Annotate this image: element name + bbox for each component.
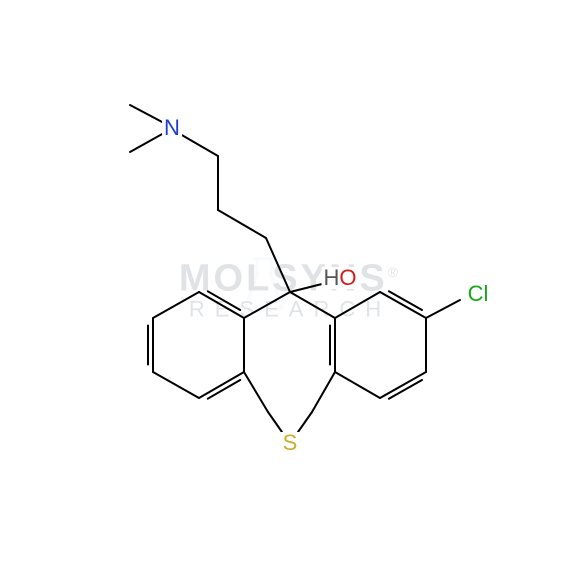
chemical-structure <box>0 0 580 580</box>
atom-label: N <box>162 117 182 139</box>
atom-label: HO <box>321 267 358 289</box>
atom-label: S <box>281 432 300 454</box>
atom-label: Cl <box>466 283 491 305</box>
